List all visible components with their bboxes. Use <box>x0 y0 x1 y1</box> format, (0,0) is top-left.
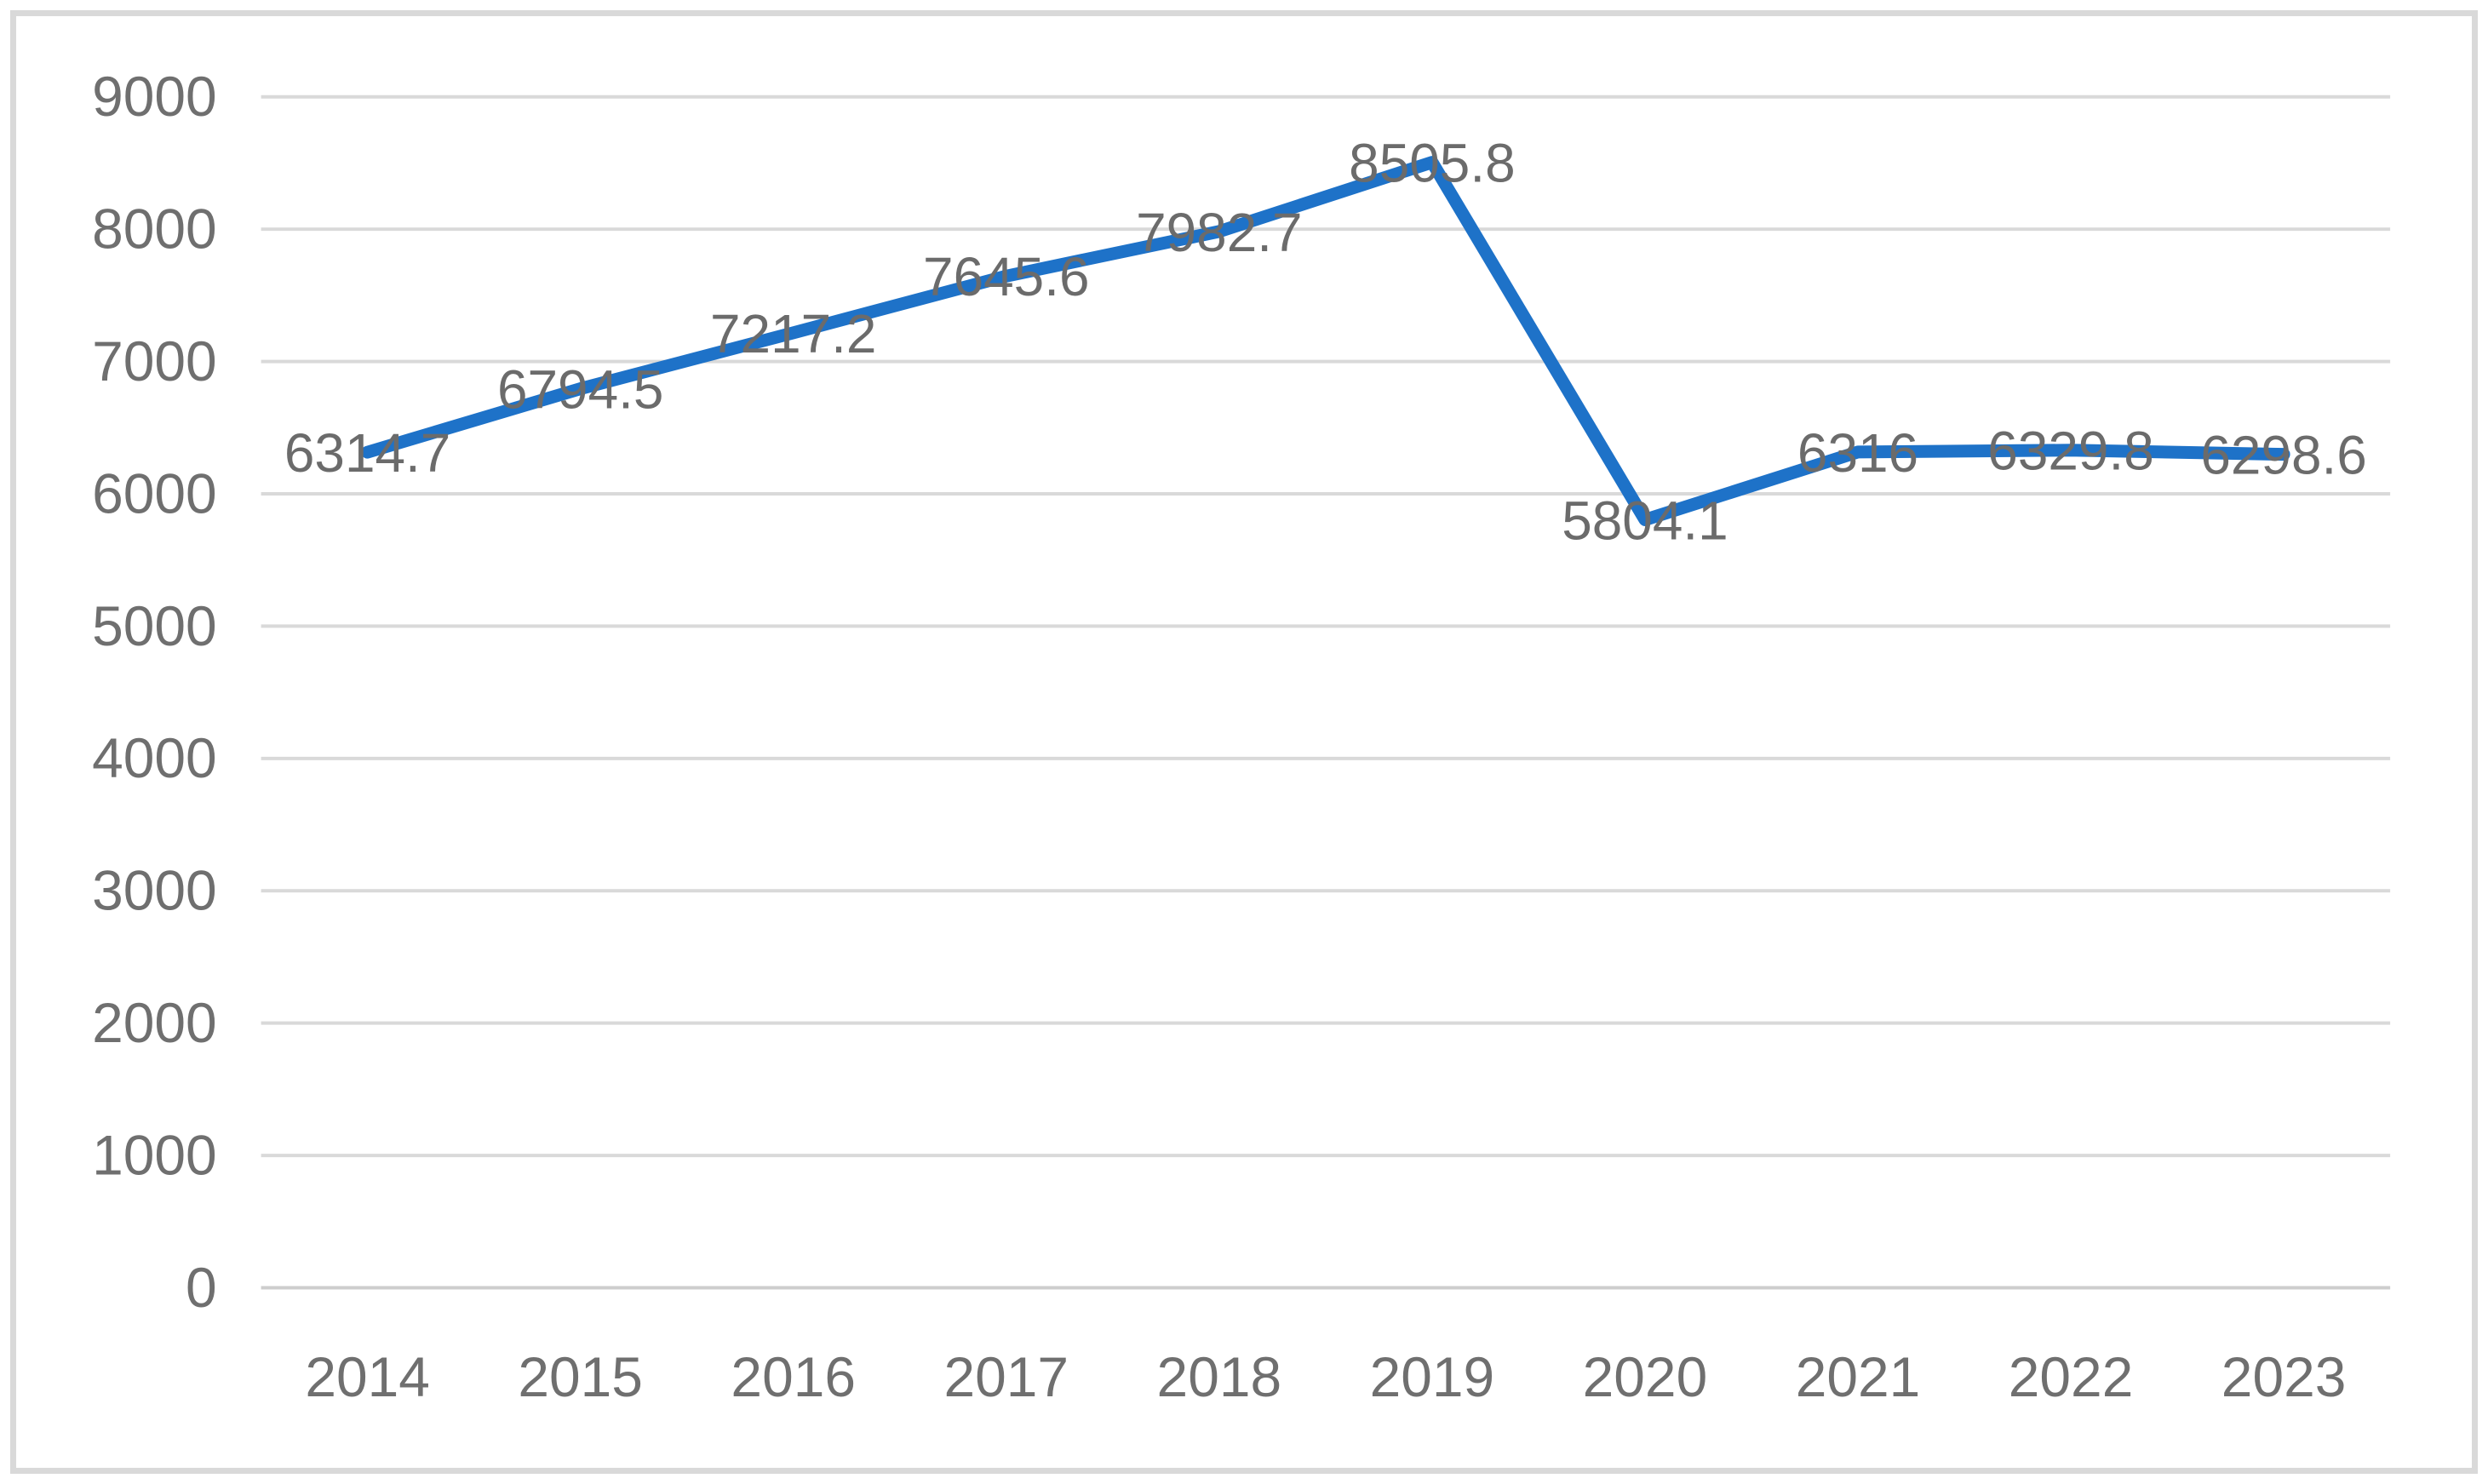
x-axis-tick-label: 2019 <box>1370 1345 1495 1408</box>
x-axis-tick-label: 2014 <box>305 1345 430 1408</box>
x-axis-tick-label: 2023 <box>2221 1345 2347 1408</box>
y-axis-tick-label: 3000 <box>92 859 217 922</box>
x-axis-tick-label: 2016 <box>731 1345 856 1408</box>
y-axis-tick-label: 6000 <box>92 461 217 524</box>
x-axis-tick-label: 2020 <box>1583 1345 1708 1408</box>
x-axis-tick-label: 2018 <box>1157 1345 1282 1408</box>
y-axis-tick-label: 9000 <box>92 65 217 128</box>
data-label: 6314.7 <box>284 422 450 484</box>
y-axis-tick-label: 4000 <box>92 726 217 789</box>
x-axis-tick-label: 2022 <box>2009 1345 2134 1408</box>
data-label: 6316 <box>1797 422 1918 484</box>
line-chart: 0 1000 2000 3000 4000 5000 6000 7000 8000 9000 201… <box>92 65 2391 1408</box>
data-label: 7982.7 <box>1136 202 1302 263</box>
y-axis-tick-label: 1000 <box>92 1123 217 1186</box>
y-axis-tick-label: 0 <box>186 1256 217 1319</box>
x-axis-tick-label: 2015 <box>518 1345 643 1408</box>
data-line <box>361 156 2290 526</box>
y-axis-tick-label: 5000 <box>92 594 217 657</box>
data-label: 6298.6 <box>2200 425 2366 486</box>
data-label: 6794.5 <box>497 359 663 421</box>
data-label: 5804.1 <box>1562 490 1728 551</box>
data-label: 8505.8 <box>1349 133 1515 194</box>
data-label: 7217.2 <box>710 303 876 364</box>
data-label: 7645.6 <box>923 246 1089 307</box>
y-axis-tick-label: 7000 <box>92 329 217 392</box>
y-axis-tick-label: 2000 <box>92 991 217 1054</box>
chart-frame: 0 1000 2000 3000 4000 5000 6000 7000 8000 9000 201… <box>10 10 2478 1474</box>
x-axis-tick-label: 2017 <box>943 1345 1069 1408</box>
y-axis-tick-label: 8000 <box>92 198 217 261</box>
data-label: 6329.8 <box>1987 421 2153 482</box>
x-axis-tick-label: 2021 <box>1796 1345 1921 1408</box>
